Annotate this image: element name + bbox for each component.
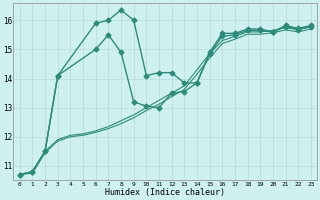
X-axis label: Humidex (Indice chaleur): Humidex (Indice chaleur): [105, 188, 225, 197]
